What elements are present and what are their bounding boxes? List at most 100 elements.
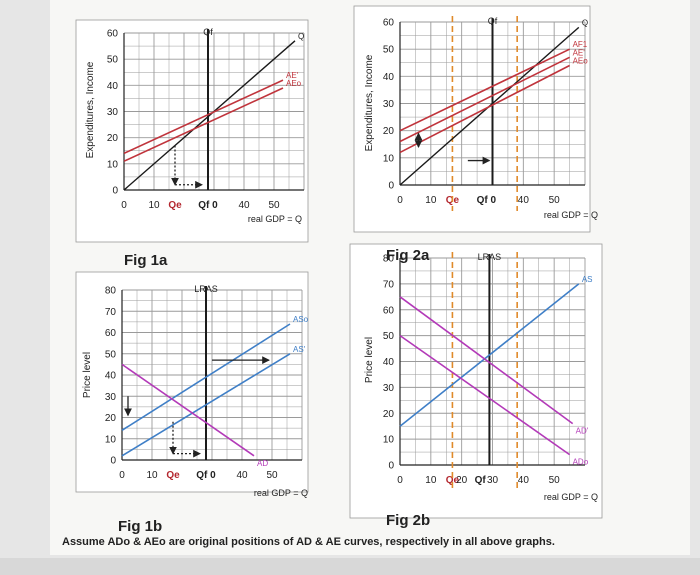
fig2b-y-tick-label: 30: [383, 383, 395, 394]
fig1b-y-tick-label: 60: [105, 328, 117, 339]
fig2a-y-tick-label: 20: [383, 126, 395, 137]
fig2a-series-label: AEo: [573, 56, 589, 65]
fig2b-y-tick-label: 70: [383, 279, 395, 290]
fig1b-y-tick-label: 40: [105, 371, 117, 382]
fig1a-y-tick-label: 40: [107, 81, 119, 92]
fig2b-series-as: [399, 283, 580, 427]
fig1a-chart: 0 10 20 30 40 50 60 0 10 Qe Qf 0 40 50 real GDP = Q Ex…: [75, 19, 309, 243]
fig2a-x-tick-label: 50: [549, 195, 561, 206]
fig1a-series-aeo: [123, 87, 284, 162]
fig1b-frame: [75, 271, 309, 493]
fig1b-x-tick-label: 50: [266, 470, 278, 481]
fig2b-y-tick-label: 10: [383, 435, 395, 446]
fig1b-y-tick-label: 30: [105, 392, 117, 403]
fig1a-series-label: AE': [286, 71, 299, 80]
fig2b-y-tick-label: 60: [383, 305, 395, 316]
fig2b-series-ad: [399, 296, 574, 425]
fig2a-vertical-label: Qf: [488, 16, 498, 26]
fig1a-y-tick-label: 30: [107, 107, 119, 118]
fig1a-x-tick-label: 40: [238, 200, 250, 211]
fig1b-y-tick-label: 0: [110, 456, 116, 467]
fig1a-y-tick-label: 50: [107, 55, 119, 66]
fig1b-y-tick-label: 80: [105, 286, 117, 297]
fig1b-series-label: AD: [257, 459, 268, 468]
fig1b-x-tick-label: 10: [146, 470, 158, 481]
fig2a-series-label: Q: [582, 18, 588, 27]
fig1b-chart: 0 10 20 30 40 50 60 70 80 0 10 Qe Qf 0 40 50 real GDP =…: [75, 271, 309, 498]
fig2b-series-label: AS: [582, 275, 593, 284]
fig1b-x-tick-label: 0: [119, 470, 125, 481]
fig2b-title: Fig 2b: [386, 512, 430, 529]
fig1a-x-tick-label: Qf 0: [198, 200, 218, 211]
fig1b-y-tick-label: 70: [105, 307, 117, 318]
fig1b-x-axis-label: real GDP = Q: [254, 488, 308, 498]
fig2b-x-tick-label: 30: [487, 475, 499, 486]
fig1b-series-label: ASo: [293, 315, 309, 324]
fig2b-x-tick-label: Qf: [475, 475, 487, 486]
fig2a-y-tick-label: 60: [383, 18, 395, 29]
fig1a-series-label: Q: [298, 32, 304, 41]
fig1a-x-tick-label: 50: [268, 200, 280, 211]
fig2b-x-tick-label: Qe: [446, 475, 460, 486]
fig2b-x-tick-label: 0: [397, 475, 403, 486]
fig2b-vertical-label: LRAS: [478, 252, 502, 262]
fig2b-x-tick-label: 40: [518, 475, 530, 486]
fig2a-title: Fig 2a: [386, 247, 430, 264]
fig2a-y-tick-label: 40: [383, 72, 395, 83]
fig2a-series-af1: [399, 48, 570, 132]
fig1a-series-label: AEo: [286, 79, 302, 88]
fig1b-y-tick-label: 20: [105, 413, 117, 424]
fig1b-series-as: [121, 353, 291, 457]
fig2a-frame: [353, 5, 591, 233]
fig2b-y-tick-label: 20: [383, 409, 395, 420]
fig1a-x-tick-label: 0: [121, 200, 127, 211]
charts-layer: 0 10 20 30 40 50 60 0 10 Qe Qf 0 40 50 real GDP = Q Ex…: [75, 5, 603, 519]
fig2a-y-tick-label: 0: [388, 181, 394, 192]
fig2b-series-label: ADo: [573, 458, 589, 467]
fig2a-x-tick-label: 40: [518, 195, 530, 206]
fig1b-y-tick-label: 50: [105, 349, 117, 360]
fig2a-x-axis-label: real GDP = Q: [544, 210, 598, 220]
fig2b-x-tick-label: 20: [456, 475, 468, 486]
fig1b-series-aso: [121, 323, 291, 431]
fig1a-y-axis-label: Expenditures, Income: [85, 61, 96, 158]
fig1a-x-tick-label: Qe: [168, 200, 182, 211]
fig2b-frame: [349, 243, 603, 519]
fig2a-y-axis-label: Expenditures, Income: [364, 54, 375, 151]
fig2b-x-axis-label: real GDP = Q: [544, 492, 598, 502]
fig2a-x-tick-label: Qf 0: [477, 195, 497, 206]
fig1a-series-ae: [123, 79, 284, 155]
fig2a-y-tick-label: 50: [383, 45, 395, 56]
fig2b-y-axis-label: Price level: [364, 337, 375, 383]
fig1a-series-q: [123, 40, 296, 191]
fig1b-x-tick-label: Qf 0: [196, 470, 216, 481]
fig2a-series-label: AF1: [573, 40, 588, 49]
fig1a-y-tick-label: 10: [107, 159, 119, 170]
fig2b-series-ado: [399, 334, 571, 456]
fig2a-series-label: AE': [573, 48, 586, 57]
fig2a-y-tick-label: 30: [383, 99, 395, 110]
fig1b-x-tick-label: 40: [236, 470, 248, 481]
fig2b-x-tick-label: 50: [549, 475, 561, 486]
fig1a-y-tick-label: 20: [107, 133, 119, 144]
fig1a-x-axis-label: real GDP = Q: [248, 214, 302, 224]
fig1b-vertical-label: LRAS: [194, 284, 218, 294]
fig2b-y-tick-label: 40: [383, 357, 395, 368]
fig2b-y-tick-label: 0: [388, 461, 394, 472]
fig2b-y-tick-label: 50: [383, 331, 395, 342]
fig1a-y-tick-label: 0: [112, 186, 118, 197]
bottom-strip: [0, 558, 700, 575]
fig2a-series-ae: [399, 56, 570, 143]
fig2b-series-label: AD': [576, 427, 589, 436]
fig2a-x-tick-label: 10: [425, 195, 437, 206]
fig1b-series-ad: [121, 363, 255, 457]
fig1b-y-axis-label: Price level: [82, 352, 93, 398]
fig2b-x-tick-label: 10: [425, 475, 437, 486]
fig2a-series-aeo: [399, 64, 570, 154]
fig1b-y-tick-label: 10: [105, 434, 117, 445]
fig2a-x-tick-label: 0: [397, 195, 403, 206]
fig1a-y-tick-label: 60: [107, 29, 119, 40]
